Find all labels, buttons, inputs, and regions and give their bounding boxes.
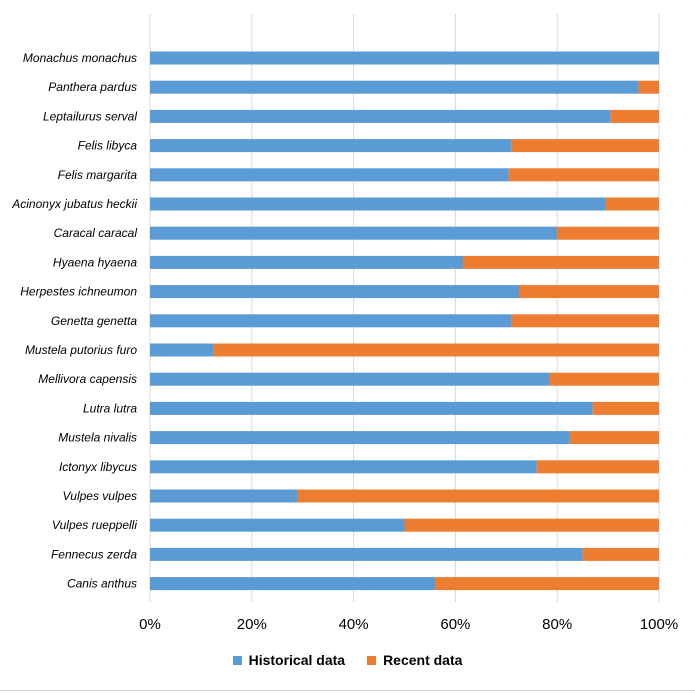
legend: Historical data Recent data <box>0 652 695 668</box>
bar-historical <box>150 226 558 240</box>
bar-historical <box>150 139 512 153</box>
bar-recent <box>582 547 659 561</box>
bar-recent <box>569 431 659 445</box>
bar-recent <box>463 255 659 269</box>
bar-historical <box>150 109 611 123</box>
legend-item-historical: Historical data <box>232 652 346 668</box>
bar-recent <box>213 343 659 357</box>
x-tick-label: 20% <box>237 616 267 633</box>
bar-recent <box>536 460 659 474</box>
bar-historical <box>150 197 606 211</box>
category-label: Mustela nivalis <box>58 431 137 445</box>
category-label: Ictonyx libycus <box>59 460 137 474</box>
category-label: Canis anthus <box>67 577 137 591</box>
frame-bottom-border <box>0 690 695 691</box>
bar-historical <box>150 80 639 94</box>
bar-historical <box>150 431 570 445</box>
x-tick-label: 60% <box>440 616 470 633</box>
bar-historical <box>150 343 214 357</box>
category-label: Monachus monachus <box>23 51 137 65</box>
bar-recent <box>404 518 659 532</box>
category-label: Herpestes ichneumon <box>20 285 137 299</box>
category-label: Felis libyca <box>78 139 138 153</box>
legend-item-recent: Recent data <box>367 652 462 668</box>
bar-recent <box>592 401 659 415</box>
category-label: Leptailurus serval <box>43 109 137 123</box>
category-label: Caracal caracal <box>54 226 138 240</box>
category-label: Acinonyx jubatus heckii <box>11 197 137 211</box>
bar-historical <box>150 314 512 328</box>
category-label: Fennecus zerda <box>51 547 137 561</box>
x-tick-label: 80% <box>542 616 572 633</box>
bar-historical <box>150 255 464 269</box>
category-label: Felis margarita <box>58 168 138 182</box>
category-label: Genetta genetta <box>51 314 137 328</box>
category-label: Mustela putorius furo <box>25 343 137 357</box>
category-label: Vulpes rueppelli <box>52 518 138 532</box>
legend-label-historical: Historical data <box>248 652 346 668</box>
bar-recent <box>549 372 659 386</box>
bar-recent <box>610 109 659 123</box>
bar-historical <box>150 489 298 503</box>
bar-historical <box>150 547 583 561</box>
category-label: Vulpes vulpes <box>63 489 138 503</box>
bar-historical <box>150 401 593 415</box>
legend-swatch-recent <box>367 655 377 665</box>
bar-recent <box>511 314 659 328</box>
bar-historical <box>150 577 436 591</box>
bar-historical <box>150 460 537 474</box>
category-label: Panthera pardus <box>48 80 137 94</box>
bar-recent <box>511 139 659 153</box>
bar-recent <box>519 285 659 299</box>
x-tick-label: 100% <box>640 616 678 633</box>
x-tick-label: 0% <box>139 616 161 633</box>
bar-historical <box>150 372 550 386</box>
bar-recent <box>508 168 659 182</box>
bar-historical <box>150 285 520 299</box>
legend-label-recent: Recent data <box>383 652 463 668</box>
category-label: Mellivora capensis <box>38 372 137 386</box>
legend-swatch-historical <box>232 655 242 665</box>
x-tick-label: 40% <box>339 616 369 633</box>
bar-recent <box>638 80 659 94</box>
bar-historical <box>150 51 659 65</box>
category-label: Lutra lutra <box>83 401 137 415</box>
bar-recent <box>435 577 659 591</box>
bar-historical <box>150 168 509 182</box>
bar-recent <box>605 197 659 211</box>
bar-historical <box>150 518 405 532</box>
category-label: Hyaena hyaena <box>53 255 137 269</box>
bar-recent <box>297 489 659 503</box>
bar-recent <box>557 226 659 240</box>
